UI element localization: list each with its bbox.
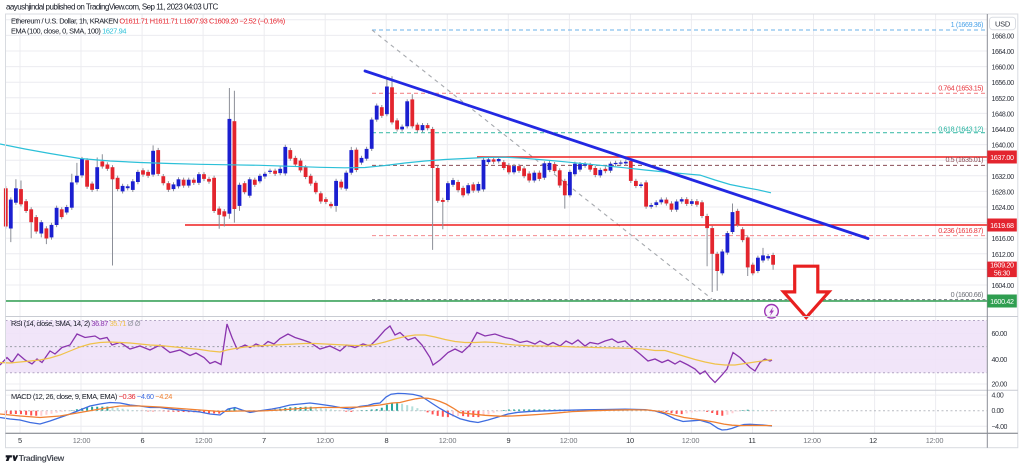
svg-text:0.00: 0.00	[992, 408, 1004, 415]
svg-text:1660.00: 1660.00	[992, 65, 1015, 72]
svg-text:TradingView: TradingView	[19, 453, 65, 463]
svg-text:7: 7	[262, 436, 266, 445]
svg-text:12:00: 12:00	[316, 436, 334, 445]
svg-text:1656.00: 1656.00	[992, 80, 1015, 87]
svg-text:1600.42: 1600.42	[990, 297, 1014, 306]
svg-text:12:00: 12:00	[195, 436, 213, 445]
svg-text:12:00: 12:00	[803, 436, 821, 445]
svg-text:1644.00: 1644.00	[992, 127, 1015, 134]
svg-text:10: 10	[626, 436, 634, 445]
svg-text:1637.00: 1637.00	[990, 153, 1014, 162]
svg-text:aayushjindal published on Trad: aayushjindal published on TradingView.co…	[6, 2, 218, 11]
svg-text:0 (1600.66): 0 (1600.66)	[951, 290, 983, 299]
svg-text:12: 12	[869, 436, 877, 445]
svg-text:12:00: 12:00	[560, 436, 578, 445]
svg-text:1624.00: 1624.00	[992, 205, 1015, 212]
svg-text:0.236 (1616.87): 0.236 (1616.87)	[938, 226, 983, 235]
svg-text:MACD (12, 26, close, 9, EMA, E: MACD (12, 26, close, 9, EMA, EMA) −0.36 …	[11, 392, 172, 401]
svg-text:Ethereum / U.S. Dollar, 1h, KR: Ethereum / U.S. Dollar, 1h, KRAKEN O1611…	[11, 17, 285, 26]
svg-text:5: 5	[18, 436, 22, 445]
svg-text:EMA (100, close, 0, SMA, 100): EMA (100, close, 0, SMA, 100) 1627.94	[11, 27, 126, 36]
svg-text:1609.20: 1609.20	[990, 261, 1014, 270]
svg-text:4.00: 4.00	[992, 393, 1004, 400]
svg-text:8: 8	[385, 436, 389, 445]
svg-text:12:00: 12:00	[682, 436, 700, 445]
svg-text:0.764 (1653.15): 0.764 (1653.15)	[938, 83, 983, 92]
svg-text:1640.00: 1640.00	[992, 143, 1015, 150]
svg-text:1619.68: 1619.68	[990, 221, 1014, 230]
svg-text:1628.00: 1628.00	[992, 189, 1015, 196]
svg-text:1664.00: 1664.00	[992, 49, 1015, 56]
svg-text:1612.00: 1612.00	[992, 252, 1015, 259]
svg-text:9: 9	[507, 436, 511, 445]
svg-text:1652.00: 1652.00	[992, 96, 1015, 103]
svg-text:12:00: 12:00	[926, 436, 944, 445]
svg-text:1616.00: 1616.00	[992, 236, 1015, 243]
svg-text:11: 11	[748, 436, 755, 445]
svg-text:60.00: 60.00	[992, 331, 1008, 338]
svg-text:12:00: 12:00	[439, 436, 457, 445]
svg-text:0.5 (1635.01): 0.5 (1635.01)	[945, 155, 983, 164]
svg-text:1604.00: 1604.00	[992, 283, 1015, 290]
svg-text:1632.00: 1632.00	[992, 174, 1015, 181]
svg-text:0.618 (1643.12): 0.618 (1643.12)	[938, 124, 983, 133]
svg-text:56:30: 56:30	[994, 271, 1010, 278]
svg-text:12:00: 12:00	[73, 436, 91, 445]
svg-text:6: 6	[141, 436, 145, 445]
svg-text:RSI (14, close, SMA, 14, 2) 36: RSI (14, close, SMA, 14, 2) 36.87 35.71 …	[11, 319, 141, 328]
svg-text:1648.00: 1648.00	[992, 111, 1015, 118]
svg-text:−4.00: −4.00	[992, 424, 1008, 431]
svg-text:USD: USD	[995, 19, 1011, 28]
svg-text:1 (1669.36): 1 (1669.36)	[951, 20, 983, 29]
svg-text:20.00: 20.00	[992, 382, 1008, 389]
svg-text:40.00: 40.00	[992, 357, 1008, 364]
svg-text:1668.00: 1668.00	[992, 33, 1015, 40]
